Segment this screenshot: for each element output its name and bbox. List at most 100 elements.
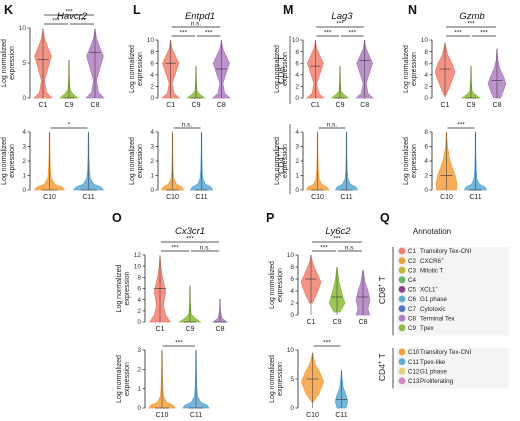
chart-L-bottom: 0 1 2 3 4 Log normalizedexpression C10 C11 n.s.: [129, 122, 214, 201]
y-tick-label: 0: [295, 95, 299, 102]
significance-label: ***: [323, 340, 331, 347]
gene-title-P: Ly6c2: [325, 226, 351, 237]
legend-dot-C11: [398, 358, 406, 365]
significance-label: ***: [349, 30, 357, 37]
legend-code-C11: C11: [408, 359, 419, 366]
y-tick-label: 0: [22, 187, 26, 194]
y-tick-label: 10: [147, 37, 155, 44]
category-label-C8: C8: [216, 326, 225, 333]
y-tick-label: 0: [22, 95, 26, 102]
category-label-C10: C10: [306, 412, 319, 419]
legend-dot-C7: [398, 305, 406, 312]
y-tick-label: 2: [137, 367, 141, 374]
category-label-C1: C1: [441, 102, 450, 109]
y-tick-label: 3: [137, 347, 141, 354]
y-tick-label: 2: [290, 300, 294, 307]
legend-label-C8: Terminal Tex: [420, 315, 456, 322]
y-tick-label: 4: [290, 288, 294, 295]
legend-label-C12: G1 phase: [420, 368, 447, 375]
y-axis-label: Log normalizedexpression: [403, 137, 418, 185]
y-tick-label: 4: [424, 158, 428, 165]
panel-letter-K: K: [4, 3, 13, 17]
category-label-C11: C11: [340, 194, 352, 201]
significance-label: ***: [324, 30, 332, 37]
y-tick-label: 6: [295, 60, 299, 67]
legend-code-C8: C8: [408, 315, 416, 322]
significance-label: ***: [205, 30, 213, 37]
y-tick-label: 8: [290, 264, 294, 271]
legend-dot-C6: [398, 295, 406, 303]
legend-label-C10: Transitory Tex-CNI: [420, 349, 472, 356]
y-tick-label: 6: [137, 286, 141, 293]
panel-letter-N: N: [408, 3, 417, 17]
significance-label: ***: [180, 30, 188, 37]
y-tick-label: 2: [295, 158, 299, 165]
y-tick-label: 2: [150, 158, 154, 165]
significance-label: ***: [467, 21, 475, 28]
panel-letter-L: L: [133, 3, 141, 17]
y-tick-label: 10: [19, 25, 27, 32]
legend-code-C6: C6: [408, 296, 416, 303]
category-label-C8: C8: [91, 102, 100, 109]
category-label-C11: C11: [195, 194, 207, 201]
significance-label: *: [68, 122, 71, 129]
y-tick-label: 5: [22, 60, 26, 67]
legend-label-C5: XCL1+: [420, 285, 438, 294]
category-label-C9: C9: [467, 102, 476, 109]
y-tick-label: 10: [287, 252, 295, 259]
legend-dot-C5: [398, 286, 406, 293]
category-label-C8: C8: [217, 102, 226, 109]
row-label-cd8: CD8+ T: [276, 56, 286, 84]
legend-dot-C12: [398, 367, 406, 375]
chart-O-bottom: 0 1 2 3 Log normalizedexpression C10 C11 ***: [116, 340, 210, 419]
y-tick-label: 6: [290, 276, 294, 283]
category-label-C10: C10: [43, 194, 56, 201]
y-axis-label: Log normalizedexpression: [1, 137, 16, 185]
y-tick-label: 3: [22, 144, 26, 151]
significance-label: n.s.: [345, 245, 356, 252]
y-tick-label: 4: [424, 72, 428, 79]
chart-K-bottom: 0 1 2 3 4 Log normalizedexpression C10 C11 *: [1, 122, 105, 201]
y-tick-label: 10: [292, 37, 300, 44]
legend-code-C10: C10: [408, 349, 420, 356]
y-tick-label: 8: [424, 49, 428, 56]
y-tick-label: 1: [137, 386, 141, 393]
gene-title-M: Lag3: [331, 11, 353, 22]
y-tick-label: 0: [290, 405, 294, 412]
y-tick-label: 3: [295, 144, 299, 151]
y-tick-label: 4: [295, 72, 299, 79]
y-tick-label: 2: [424, 84, 428, 91]
significance-label: n.s.: [182, 122, 193, 129]
significance-label: n.s.: [327, 122, 338, 129]
y-tick-label: 8: [295, 49, 299, 56]
y-tick-label: 1: [22, 173, 26, 180]
y-tick-label: 6: [424, 144, 428, 151]
y-tick-label: 12: [134, 252, 142, 259]
y-tick-label: 4: [137, 297, 141, 304]
legend-dot-C3: [398, 266, 406, 274]
y-axis-label: Log normalizedexpression: [129, 137, 144, 185]
y-tick-label: 0: [290, 312, 294, 319]
significance-label: ***: [171, 245, 179, 252]
legend-dot-C4: [398, 276, 406, 284]
y-tick-label: 0: [424, 95, 428, 102]
category-label-C11: C11: [335, 412, 347, 419]
y-axis-label: Log normalizedexpression: [269, 261, 284, 309]
legend-code-C13: C13: [408, 378, 420, 385]
y-axis-label: Log normalizedexpression: [403, 45, 418, 93]
y-axis-label: Log normalizedexpression: [116, 355, 131, 403]
row-label-cd4: CD4+ T: [276, 146, 286, 174]
legend-label-C1: Transitory Tex-CNI: [420, 248, 472, 255]
category-label-C9: C9: [336, 102, 345, 109]
y-tick-label: 2: [137, 308, 141, 315]
legend-code-C12: C12: [408, 368, 420, 375]
annotation-legend: Annotation CD8+ T C1 Transitory Tex-CNI C2 CX…: [377, 227, 509, 389]
category-label-C10: C10: [156, 412, 169, 419]
category-label-C9: C9: [65, 102, 74, 109]
legend-cd8-background: [397, 247, 509, 336]
significance-label: ***: [175, 340, 183, 347]
